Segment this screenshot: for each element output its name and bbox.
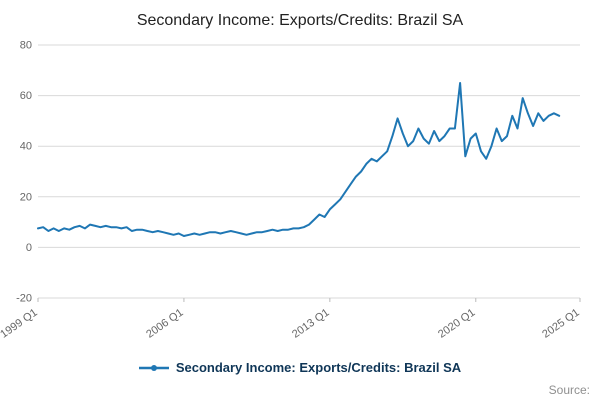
x-axis-tick-label: 1999 Q1 — [0, 307, 40, 341]
legend-label: Secondary Income: Exports/Credits: Brazi… — [175, 360, 462, 375]
y-axis-tick-label: 0 — [26, 242, 32, 254]
y-axis-tick-label: 80 — [20, 40, 32, 52]
y-axis-tick-label: 40 — [20, 141, 32, 153]
y-axis-tick-label: 60 — [20, 90, 32, 102]
x-axis-tick-label: 2013 Q1 — [290, 307, 331, 341]
y-axis-tick-label: 20 — [20, 191, 32, 203]
series-line — [37, 82, 561, 237]
legend[interactable]: Secondary Income: Exports/Credits: Brazi… — [0, 360, 600, 375]
y-axis-tick-label: -20 — [16, 293, 32, 305]
legend-line-icon — [138, 364, 169, 371]
x-axis-tick-label: 2025 Q1 — [540, 307, 581, 341]
source-label: Source: — [548, 383, 590, 397]
chart-title: Secondary Income: Exports/Credits: Brazi… — [136, 12, 464, 29]
x-axis-tick-label: 2020 Q1 — [436, 307, 477, 341]
plot-area: -20 0 20 40 60 80 1999 Q1 2006 Q1 2013 Q1 2020 Q1… — [0, 34, 600, 359]
line-chart: -20 0 20 40 60 80 1999 Q1 2006 Q1 2013 Q1 2020 Q1… — [0, 40, 582, 341]
x-axis-tick-label: 2006 Q1 — [144, 307, 185, 341]
